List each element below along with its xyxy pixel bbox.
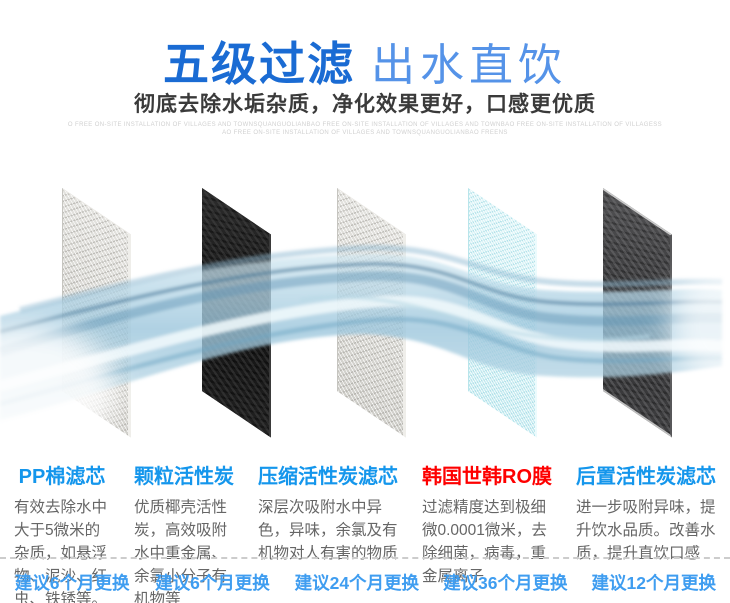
replace-interval-label: 建议12个月更换	[591, 573, 716, 593]
replace-interval-label: 建议24个月更换	[294, 573, 420, 593]
watermark-text: O FREE ON-SITE INSTALLATION OF VILLAGES …	[0, 121, 730, 137]
watermark-line-2: AO FREE ON-SITE INSTALLATION OF VILLAGES…	[222, 130, 508, 136]
watermark-line-1: O FREE ON-SITE INSTALLATION OF VILLAGES …	[67, 122, 663, 128]
filter-title-highlighted: 韩国世韩RO膜	[422, 466, 552, 488]
filter-desc: 进一步吸附异味，提升饮水品质。改善水质，提升直饮口感	[576, 499, 716, 562]
filter-desc: 深层次吸附水中异色，异味，余氯及有机物对人有害的物质	[258, 499, 398, 562]
filter-stage	[0, 188, 730, 460]
title-light: 出水直饮	[371, 41, 567, 90]
filter-title: 压缩活性炭滤芯	[258, 466, 398, 488]
page-subtitle: 彻底去除水垢杂质，净化效果更好，口感更优质	[134, 93, 596, 116]
filter-column-granular-carbon: 颗粒活性炭 优质椰壳活性炭，高效吸附水中重金属、余氯小分子有机物等	[134, 460, 234, 603]
replace-interval-label: 建议36个月更换	[443, 573, 568, 593]
title-bold: 五级过滤	[163, 38, 355, 90]
page-title: 五级过滤 出水直饮	[0, 28, 730, 90]
filter-title: 后置活性炭滤芯	[576, 466, 716, 488]
filter-title: 颗粒活性炭	[134, 466, 234, 488]
dashed-divider	[0, 557, 730, 559]
filter-column-post-carbon: 后置活性炭滤芯 进一步吸附异味，提升饮水品质。改善水质，提升直饮口感	[576, 460, 716, 603]
filter-desc: 优质椰壳活性炭，高效吸附水中重金属、余氯小分子有机物等	[134, 499, 228, 603]
replace-interval-row: 建议6个月更换 建议6个月更换 建议24个月更换 建议36个月更换 建议12个月…	[0, 566, 730, 595]
water-stream-illustration	[0, 244, 730, 460]
replace-interval-label: 建议6个月更换	[155, 573, 270, 593]
replace-interval-label: 建议6个月更换	[14, 573, 130, 593]
filter-title: PP棉滤芯	[18, 466, 106, 488]
